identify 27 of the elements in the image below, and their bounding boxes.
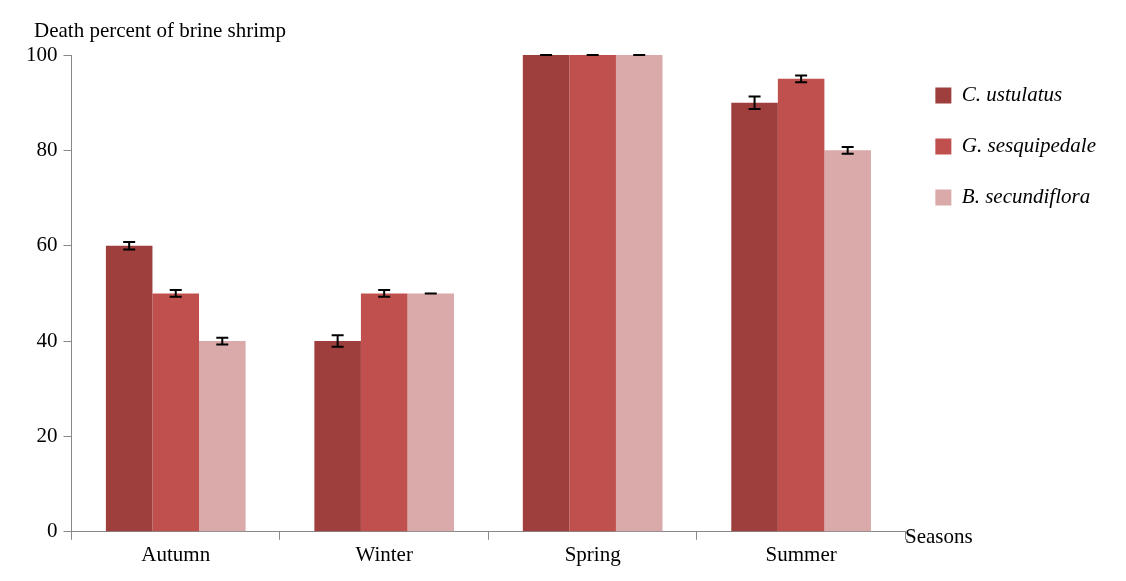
legend-label: B. secundiflora bbox=[961, 184, 1091, 209]
bar bbox=[152, 293, 200, 532]
x-tick-label: Summer bbox=[765, 541, 837, 566]
bar bbox=[824, 150, 871, 532]
y-axis-title: Death percent of brine shrimp bbox=[34, 18, 286, 43]
bar bbox=[522, 55, 570, 532]
bar bbox=[407, 293, 455, 532]
bar bbox=[199, 341, 246, 532]
legend-label: G. sesquipedale bbox=[961, 133, 1097, 158]
y-tick-label: 100 bbox=[26, 41, 58, 66]
bar bbox=[731, 102, 778, 532]
legend-label: C. ustulatus bbox=[961, 82, 1063, 107]
y-tick-label: 0 bbox=[47, 518, 58, 543]
x-axis-title: Seasons bbox=[905, 524, 973, 549]
y-tick-label: 60 bbox=[36, 232, 58, 257]
bar bbox=[360, 293, 408, 532]
y-tick-label: 20 bbox=[36, 422, 58, 447]
y-tick-label: 80 bbox=[36, 136, 58, 161]
x-tick-label: Winter bbox=[355, 541, 413, 566]
x-tick-label: Spring bbox=[564, 541, 622, 566]
bar bbox=[777, 78, 825, 532]
bar bbox=[569, 55, 616, 532]
x-tick-label: Autumn bbox=[141, 541, 211, 566]
y-tick-label: 40 bbox=[36, 327, 58, 352]
bar bbox=[615, 55, 663, 532]
bar bbox=[314, 341, 361, 532]
bar bbox=[105, 245, 153, 532]
